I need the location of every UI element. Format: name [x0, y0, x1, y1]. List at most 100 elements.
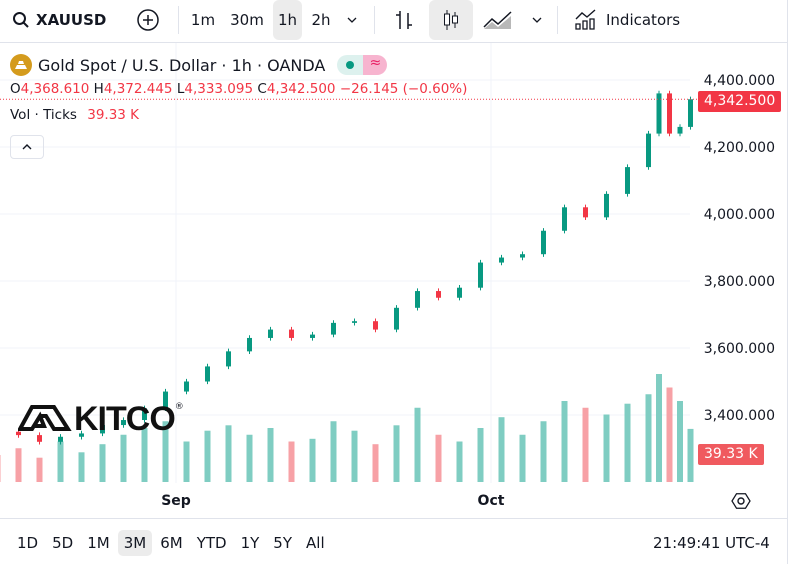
volume-bar — [519, 434, 526, 482]
volume-bar — [141, 428, 148, 482]
candle — [79, 433, 84, 437]
price-axis-tick: 3,800.000 — [704, 274, 775, 290]
candle — [100, 425, 105, 434]
volume-bar — [183, 441, 190, 482]
interval-30m[interactable]: 30m — [230, 11, 264, 29]
volume-bar — [477, 428, 484, 482]
chart-settings-button[interactable] — [731, 491, 751, 515]
volume-bar — [656, 374, 662, 482]
range-5y[interactable]: 5Y — [273, 534, 293, 552]
candle — [205, 366, 210, 382]
gold-logo-icon — [10, 54, 32, 76]
candle — [625, 167, 630, 194]
settings-hexagon-icon — [731, 493, 751, 509]
range-5d[interactable]: 5D — [52, 534, 74, 552]
indicators-button[interactable]: Indicators — [574, 0, 680, 40]
bars-style-button[interactable] — [390, 0, 418, 40]
price-axis-tick: 4,400.000 — [704, 73, 775, 89]
plus-circle-icon — [137, 9, 159, 31]
chevron-down-icon — [532, 17, 542, 23]
collapse-legend-button[interactable] — [10, 135, 44, 159]
volume-bar — [393, 425, 400, 482]
market-status: ≈ — [337, 55, 388, 75]
kitco-watermark: KITCO ® — [18, 402, 184, 436]
range-selector: 1D 5D 1M 3M 6M YTD 1Y 5Y All — [11, 530, 333, 556]
volume-bar — [582, 407, 589, 482]
range-ytd[interactable]: YTD — [196, 534, 227, 552]
candle — [58, 436, 63, 442]
volume-bar — [666, 387, 673, 482]
range-1d[interactable]: 1D — [17, 534, 39, 552]
low-value: 4,333.095 — [184, 81, 254, 97]
symbol-search[interactable]: XAUUSD — [12, 0, 106, 40]
volume-bar — [456, 441, 463, 482]
area-style-button[interactable] — [480, 0, 516, 40]
area-chart-icon — [483, 11, 512, 29]
range-all[interactable]: All — [306, 534, 325, 552]
volume-bar — [687, 428, 694, 482]
candle — [478, 262, 483, 288]
candle — [604, 193, 609, 218]
last-price-label: 4,342.500 — [698, 91, 782, 112]
close-value: 4,342.500 — [266, 81, 336, 97]
range-3m[interactable]: 3M — [117, 530, 153, 556]
candle — [394, 307, 399, 330]
candles-icon — [444, 10, 458, 30]
candle — [562, 207, 567, 231]
time-axis-tick: Sep — [161, 493, 191, 509]
interval-1h[interactable]: 1h — [273, 0, 302, 40]
interval-dropdown[interactable] — [342, 0, 362, 40]
candle — [583, 207, 588, 218]
candle — [142, 408, 147, 421]
candle — [16, 431, 21, 436]
price-axis-tick: 4,000.000 — [704, 207, 775, 223]
candle — [247, 337, 252, 352]
volume-bar — [99, 444, 106, 482]
volume-bar — [57, 441, 64, 482]
volume-legend: Vol · Ticks 39.33 K — [10, 107, 139, 123]
chevron-down-icon — [347, 17, 357, 23]
range-1m[interactable]: 1M — [87, 534, 110, 552]
volume-bar — [414, 407, 421, 482]
candle — [226, 351, 231, 367]
price-axis-tick: 3,600.000 — [704, 341, 775, 357]
volume-bar — [677, 401, 683, 482]
interval-1m[interactable]: 1m — [190, 11, 216, 29]
candles-style-button[interactable] — [429, 0, 473, 40]
candle — [184, 381, 189, 392]
range-6m[interactable]: 6M — [160, 534, 183, 552]
market-open-badge[interactable] — [337, 55, 364, 75]
candle — [37, 435, 42, 442]
volume-bar — [309, 438, 316, 482]
top-toolbar: XAUUSD 1m 30m 1h 2h Indicators — [0, 0, 787, 40]
candle — [331, 322, 336, 335]
volume-bar — [0, 455, 1, 482]
candle — [667, 93, 672, 134]
volume-bar — [225, 425, 232, 482]
volume-bar — [78, 452, 85, 482]
candle — [457, 287, 462, 298]
volume-bar — [288, 441, 295, 482]
volume-bar — [36, 457, 43, 482]
volume-bar — [603, 414, 610, 482]
candle — [436, 291, 441, 298]
interval-2h[interactable]: 2h — [311, 11, 331, 29]
candle — [352, 321, 357, 323]
delayed-data-badge[interactable]: ≈ — [363, 55, 388, 75]
volume-label: Vol · Ticks — [10, 107, 77, 123]
price-axis-tick: 4,200.000 — [704, 140, 775, 156]
volume-bar — [372, 444, 379, 482]
volume-bar — [435, 434, 442, 482]
time-axis-tick: Oct — [478, 493, 505, 509]
price-chart[interactable]: 4,400.000 4,200.000 4,000.000 3,800.000 3,60… — [0, 43, 787, 563]
price-axis-tick: 3,400.000 — [704, 408, 775, 424]
compare-button[interactable] — [136, 0, 160, 40]
indicators-icon — [575, 9, 596, 30]
range-1y[interactable]: 1Y — [240, 534, 260, 552]
last-volume-label: 39.33 K — [698, 444, 764, 465]
indicators-label: Indicators — [606, 11, 681, 29]
chart-type-dropdown[interactable] — [527, 0, 547, 40]
kitco-logo-icon — [18, 405, 72, 431]
clock[interactable]: 21:49:41 UTC-4 — [653, 534, 770, 552]
volume-bar — [645, 394, 652, 482]
